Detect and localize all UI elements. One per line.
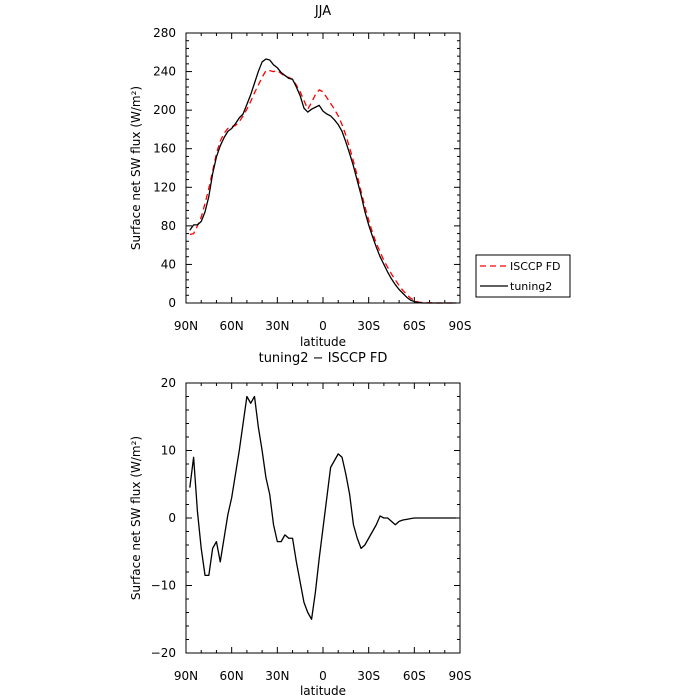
x-tick-label: 90S (449, 319, 472, 333)
x-tick-label: 60N (220, 669, 244, 683)
tuning2-series-line (189, 58, 457, 304)
x-tick-label: 30S (357, 669, 380, 683)
top-y-axis-label: Surface net SW flux (W/m²) (129, 86, 143, 250)
bottom-panel-title: tuning2 − ISCCP FD (259, 351, 388, 366)
isccp-fd-series-line (189, 69, 457, 304)
top-plot-frame (185, 32, 461, 304)
x-tick-label: 30N (265, 319, 289, 333)
bottom-y-axis-label: Surface net SW flux (W/m²) (129, 436, 143, 600)
y-tick-label: 10 (161, 444, 176, 458)
bottom-x-axis-label: latitude (300, 684, 346, 698)
y-tick-label: 40 (161, 257, 176, 271)
y-tick-label: 20 (161, 376, 176, 390)
y-tick-label: 0 (168, 296, 176, 310)
y-tick-label: −10 (151, 579, 176, 593)
x-tick-label: 0 (319, 669, 327, 683)
y-tick-label: 280 (153, 26, 176, 40)
x-tick-label: 30N (265, 669, 289, 683)
y-tick-label: 0 (168, 511, 176, 525)
x-tick-label: 90N (174, 669, 198, 683)
y-tick-label: 240 (153, 65, 176, 79)
legend: ISCCP FD tuning2 (475, 254, 571, 298)
top-panel-title: JJA (314, 4, 331, 19)
bottom-series-lines (189, 395, 457, 620)
top-series-lines (189, 58, 457, 304)
legend-box (475, 254, 571, 298)
top-panel: JJA 90N 60N 30N 0 30S 60S 90S 0 40 80 120 160 200 240… (129, 4, 571, 349)
x-tick-label: 90N (174, 319, 198, 333)
y-tick-label: 160 (153, 142, 176, 156)
x-tick-label: 0 (319, 319, 327, 333)
y-tick-label: 120 (153, 180, 176, 194)
x-tick-label: 90S (449, 669, 472, 683)
difference-series-line (189, 395, 457, 620)
x-tick-label: 60S (403, 319, 426, 333)
legend-label-isccp: ISCCP FD (510, 260, 561, 273)
y-tick-label: −20 (151, 646, 176, 660)
legend-label-tuning2: tuning2 (510, 280, 552, 293)
bottom-panel: tuning2 − ISCCP FD 90N 60N 30N 0 30S 60S 90S −2… (129, 351, 471, 698)
x-tick-label: 30S (357, 319, 380, 333)
y-tick-label: 200 (153, 103, 176, 117)
y-tick-label: 80 (161, 219, 176, 233)
bottom-axis-ticks: 90N 60N 30N 0 30S 60S 90S −20 −10 0 10 20 (151, 376, 472, 683)
top-x-axis-label: latitude (300, 335, 346, 349)
x-tick-label: 60N (220, 319, 244, 333)
x-tick-label: 60S (403, 669, 426, 683)
top-axis-ticks: 90N 60N 30N 0 30S 60S 90S 0 40 80 120 160 200 240 280 (153, 26, 471, 333)
